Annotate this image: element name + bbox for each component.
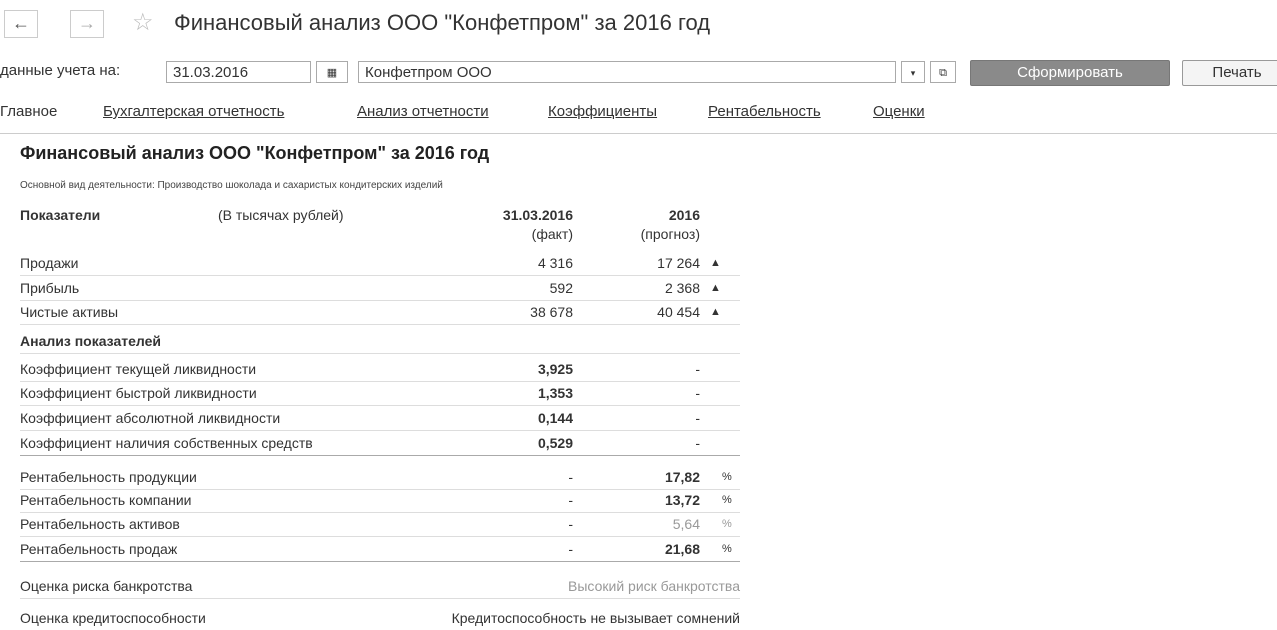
label: Коэффициент абсолютной ликвидности <box>20 410 281 426</box>
organization-input[interactable]: Конфетпром ООО <box>358 61 896 83</box>
up-arrow: ▲ <box>710 306 721 318</box>
fact: - <box>568 492 573 508</box>
forecast: - <box>695 435 700 451</box>
forecast: 17 264 <box>657 255 700 271</box>
value: Высокий риск банкротства <box>568 578 740 594</box>
row: Чистые активы 38 678 40 454 ▲ <box>20 300 740 325</box>
label: Прибыль <box>20 280 80 296</box>
forecast: 17,82 <box>664 469 700 485</box>
back-button[interactable]: ← <box>4 10 38 38</box>
row: Прибыль 592 2 368 ▲ <box>20 276 740 301</box>
calendar-button[interactable]: ▦ <box>316 61 348 83</box>
forecast: 13,72 <box>664 492 700 508</box>
label: Рентабельность продаж <box>20 541 178 557</box>
up-arrow: ▲ <box>710 257 721 269</box>
label: Продажи <box>20 255 79 271</box>
window-title: Финансовый анализ ООО "Конфетпром" за 20… <box>174 10 711 35</box>
fact: 4 316 <box>537 255 573 271</box>
forecast: 5,64 <box>672 516 700 532</box>
forecast: - <box>695 385 700 401</box>
header-forecast-note: (прогноз) <box>640 226 700 242</box>
label: Оценка риска банкротства <box>20 578 193 594</box>
value: Кредитоспособность не вызывает сомнений <box>451 610 740 626</box>
tab[interactable]: Оценки <box>873 103 925 120</box>
row: Оценка кредитоспособности Кредитоспособно… <box>20 606 740 626</box>
forecast: 40 454 <box>657 304 700 320</box>
dropdown-button[interactable]: ▾ <box>901 61 925 83</box>
fact: 0,144 <box>537 410 573 426</box>
section-title: Анализ показателей <box>20 333 161 349</box>
row: Оценка риска банкротства Высокий риск бан… <box>20 574 740 599</box>
row: Коэффициент текущей ликвидности 3,925 - <box>20 357 740 382</box>
header-indicators: Показатели <box>20 207 101 223</box>
label: Рентабельность активов <box>20 516 180 532</box>
header-fact: 31.03.2016 <box>502 207 573 223</box>
fact: - <box>568 469 573 485</box>
generate-button[interactable]: Сформировать <box>970 60 1170 86</box>
tab[interactable]: Анализ отчетности <box>357 103 489 120</box>
open-button[interactable]: ⧉ <box>930 61 956 83</box>
separator <box>0 133 1277 134</box>
unit: % <box>722 543 732 555</box>
fact: - <box>568 516 573 532</box>
fact: 38 678 <box>530 304 573 320</box>
row: Рентабельность компании - 13,72% <box>20 488 740 513</box>
label: Чистые активы <box>20 304 119 320</box>
row: Коэффициент наличия собственных средств 0… <box>20 431 740 456</box>
row: Рентабельность активов - 5,64% <box>20 512 740 537</box>
forecast: - <box>695 361 700 377</box>
unit: % <box>722 471 732 483</box>
header-forecast: 2016 <box>668 207 700 223</box>
date-label: данные учета на: <box>0 62 121 79</box>
fact: - <box>568 541 573 557</box>
tab[interactable]: Главное <box>0 103 58 120</box>
forecast: 21,68 <box>664 541 700 557</box>
forecast: - <box>695 410 700 426</box>
report-subtitle: Основной вид деятельности: Производство … <box>20 180 443 191</box>
tab[interactable]: Бухгалтерская отчетность <box>103 103 285 120</box>
header-units: (В тысячах рублей) <box>218 207 344 223</box>
row: Коэффициент быстрой ликвидности 1,353 - <box>20 381 740 406</box>
row: Коэффициент абсолютной ликвидности 0,144 - <box>20 406 740 431</box>
label: Оценка кредитоспособности <box>20 610 206 626</box>
unit: % <box>722 494 732 506</box>
label: Коэффициент наличия собственных средств <box>20 435 313 451</box>
favorite-star[interactable]: ☆ <box>132 9 154 36</box>
report-title: Финансовый анализ ООО "Конфетпром" за 20… <box>20 143 490 163</box>
fact: 3,925 <box>537 361 573 377</box>
print-button[interactable]: Печать <box>1182 60 1277 86</box>
tab[interactable]: Коэффициенты <box>548 103 658 120</box>
row: Рентабельность продукции - 17,82% <box>20 465 740 490</box>
forward-button[interactable]: → <box>70 10 104 38</box>
fact: 1,353 <box>537 385 573 401</box>
fact: 0,529 <box>537 435 573 451</box>
up-arrow: ▲ <box>710 282 721 294</box>
label: Коэффициент быстрой ликвидности <box>20 385 257 401</box>
row: Продажи 4 316 17 264 ▲ <box>20 251 740 276</box>
unit: % <box>722 518 732 530</box>
header-fact-note: (факт) <box>531 226 573 242</box>
section-row: Анализ показателей <box>20 329 740 354</box>
row: Рентабельность продаж - 21,68% <box>20 537 740 562</box>
label: Рентабельность компании <box>20 492 192 508</box>
fact: 592 <box>549 280 573 296</box>
label: Коэффициент текущей ликвидности <box>20 361 257 377</box>
date-input[interactable]: 31.03.2016 <box>166 61 311 83</box>
forecast: 2 368 <box>664 280 700 296</box>
tab[interactable]: Рентабельность <box>708 103 821 120</box>
label: Рентабельность продукции <box>20 469 197 485</box>
